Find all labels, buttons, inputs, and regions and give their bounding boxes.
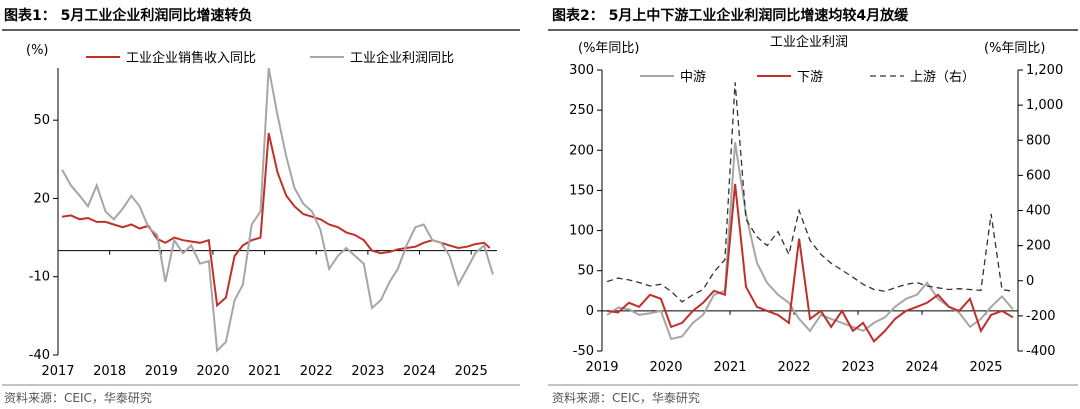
chart2-x-tick-label: 2020 (649, 360, 682, 375)
chart2-series-2-line (606, 183, 1014, 343)
chart2-subtitle: 工业企业利润 (770, 34, 848, 50)
chart2-y-right-tick-label: -200 (1026, 309, 1056, 324)
chart2-x-tick-label: 2025 (969, 360, 1002, 375)
chart2-legend-label-3: 上游（右） (910, 70, 975, 85)
chart1-x-tick-label: 2025 (455, 364, 488, 379)
chart1-series-1-line (61, 132, 491, 308)
chart1-plot: -40 -10 20 50 2017 2018 2019 2020 2021 2022 2023 20… (29, 50, 497, 379)
chart1-legend-label-2: 工业企业利润同比 (350, 50, 454, 66)
chart1-y-tick-label: 50 (33, 113, 50, 128)
chart2-y-right-tick-label: 1,200 (1026, 63, 1063, 78)
chart2-y-right-tick-label: 200 (1026, 239, 1051, 254)
chart1-x-tick-label: 2024 (403, 364, 436, 379)
chart2-x-tick-label: 2024 (905, 360, 938, 375)
chart1-x-tick-label: 2022 (300, 364, 333, 379)
chart2-y-right-tick-label: -400 (1026, 344, 1056, 359)
chart1-y-tick-label: -40 (29, 348, 50, 363)
chart2-source: 资料来源：CEIC，华泰研究 (552, 390, 700, 405)
chart2-y-tick-label: 150 (569, 183, 594, 198)
chart2-y-right-tick-label: 1,000 (1026, 98, 1063, 113)
chart2-y-right-tick-label: 0 (1026, 274, 1034, 289)
chart2-legend-label-1: 中游 (680, 70, 706, 85)
chart2-y-tick-label: 100 (569, 224, 594, 239)
chart2-y-unit-right: (%年同比) (984, 41, 1046, 56)
chart2-y-tick-label: 50 (577, 264, 594, 279)
chart2-series-3-line (606, 82, 1014, 303)
chart1-x-tick-label: 2019 (145, 364, 178, 379)
chart1-y-tick-label: -10 (29, 270, 50, 285)
chart1-x-tick-label: 2023 (351, 364, 384, 379)
chart2-x-tick-label: 2019 (585, 360, 618, 375)
chart2-y-right-tick-label: 800 (1026, 133, 1051, 148)
chart1-x-tick-label: 2020 (196, 364, 229, 379)
chart1-source: 资料来源：CEIC，华泰研究 (4, 390, 152, 405)
chart2-y-right-tick-label: 400 (1026, 204, 1051, 219)
chart2-y-tick-label: -50 (573, 344, 594, 359)
chart2-y-tick-label: 0 (586, 304, 594, 319)
chart2-y-tick-label: 250 (569, 103, 594, 118)
chart1-x-tick-label: 2017 (41, 364, 74, 379)
chart1-title: 图表1： 5月工业企业利润同比增速转负 (4, 7, 252, 24)
chart2-x-tick-label: 2022 (777, 360, 810, 375)
chart2-x-tick-label: 2023 (841, 360, 874, 375)
chart2-y-right-tick-label: 600 (1026, 168, 1051, 183)
chart1-x-tick-label: 2018 (93, 364, 126, 379)
chart1-legend-label-1: 工业企业销售收入同比 (126, 50, 256, 66)
chart2-title: 图表2： 5月上中下游工业企业利润同比增速均较4月放缓 (552, 7, 909, 24)
chart2-legend-label-2: 下游 (797, 70, 823, 85)
chart2-y-unit-left: (%年同比) (578, 41, 640, 56)
chart2-y-tick-label: 200 (569, 143, 594, 158)
chart2-y-tick-label: 300 (569, 63, 594, 78)
chart1-y-unit: (%) (26, 43, 49, 58)
chart1-x-tick-label: 2021 (248, 364, 281, 379)
chart2-x-tick-label: 2021 (713, 360, 746, 375)
chart1-y-tick-label: 20 (33, 191, 50, 206)
chart2-plot: -50 0 50 100 150 200 250 300 -400 -200 0 200 400 600 8… (569, 63, 1063, 375)
chart1-series-2-line (61, 68, 494, 353)
